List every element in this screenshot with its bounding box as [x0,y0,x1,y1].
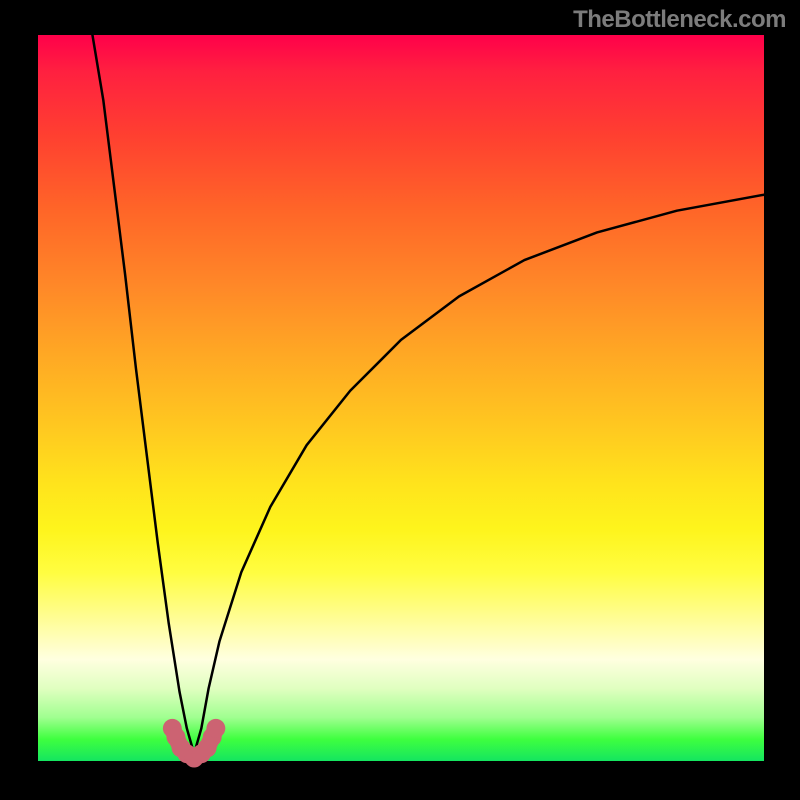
plot-area [38,35,764,761]
watermark-text: TheBottleneck.com [573,6,786,34]
chart-frame: TheBottleneck.com [0,0,800,800]
